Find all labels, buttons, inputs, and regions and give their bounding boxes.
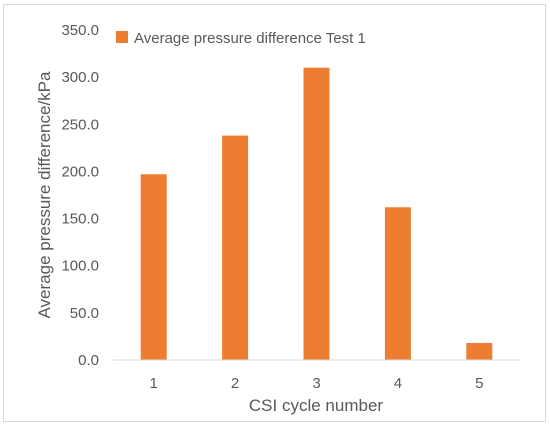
x-tick-label: 3 <box>312 375 320 392</box>
x-tick-label: 5 <box>475 375 483 392</box>
x-tick-label: 2 <box>231 375 239 392</box>
y-tick-label: 150.0 <box>61 211 99 228</box>
bar <box>140 174 167 360</box>
legend-label: Average pressure difference Test 1 <box>134 30 366 47</box>
x-tick-label: 1 <box>150 375 158 392</box>
bar <box>303 67 330 360</box>
y-tick-label: 100.0 <box>61 258 99 275</box>
bar <box>222 135 249 360</box>
y-tick-label: 50.0 <box>70 305 99 322</box>
x-axis-title: CSI cycle number <box>249 396 383 415</box>
bar <box>466 343 493 360</box>
legend: Average pressure difference Test 1 <box>116 30 366 47</box>
y-axis-title: Average pressure difference/kPa <box>35 71 54 319</box>
y-tick-label: 300.0 <box>61 69 99 86</box>
bars <box>140 67 493 360</box>
chart-frame <box>3 4 546 422</box>
legend-swatch <box>116 31 128 43</box>
x-tick-label: 4 <box>394 375 402 392</box>
bar <box>384 207 411 360</box>
y-tick-label: 0.0 <box>78 352 99 369</box>
y-tick-label: 350.0 <box>61 22 99 39</box>
y-tick-label: 200.0 <box>61 163 99 180</box>
y-tick-label: 250.0 <box>61 116 99 133</box>
x-axis-ticks: 1 2 3 4 5 <box>150 375 484 392</box>
y-axis-ticks: 0.0 50.0 100.0 150.0 200.0 250.0 300.0 350.0 <box>61 22 99 369</box>
